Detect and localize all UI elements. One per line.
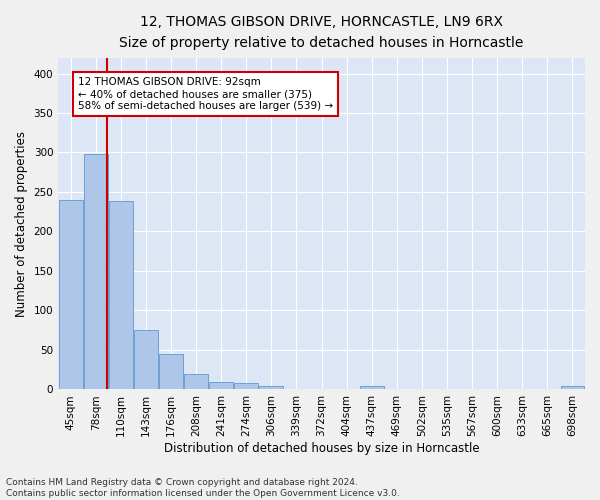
X-axis label: Distribution of detached houses by size in Horncastle: Distribution of detached houses by size … xyxy=(164,442,479,455)
Bar xyxy=(560,386,584,390)
Bar xyxy=(360,386,383,390)
Bar xyxy=(159,354,183,390)
Y-axis label: Number of detached properties: Number of detached properties xyxy=(15,130,28,316)
Bar xyxy=(109,202,133,390)
Bar xyxy=(184,374,208,390)
Title: 12, THOMAS GIBSON DRIVE, HORNCASTLE, LN9 6RX
Size of property relative to detach: 12, THOMAS GIBSON DRIVE, HORNCASTLE, LN9… xyxy=(119,15,524,50)
Text: 12 THOMAS GIBSON DRIVE: 92sqm
← 40% of detached houses are smaller (375)
58% of : 12 THOMAS GIBSON DRIVE: 92sqm ← 40% of d… xyxy=(78,78,333,110)
Bar xyxy=(235,383,258,390)
Bar xyxy=(259,386,283,390)
Bar xyxy=(59,200,83,390)
Bar xyxy=(84,154,108,390)
Bar xyxy=(209,382,233,390)
Text: Contains HM Land Registry data © Crown copyright and database right 2024.
Contai: Contains HM Land Registry data © Crown c… xyxy=(6,478,400,498)
Bar xyxy=(134,330,158,390)
